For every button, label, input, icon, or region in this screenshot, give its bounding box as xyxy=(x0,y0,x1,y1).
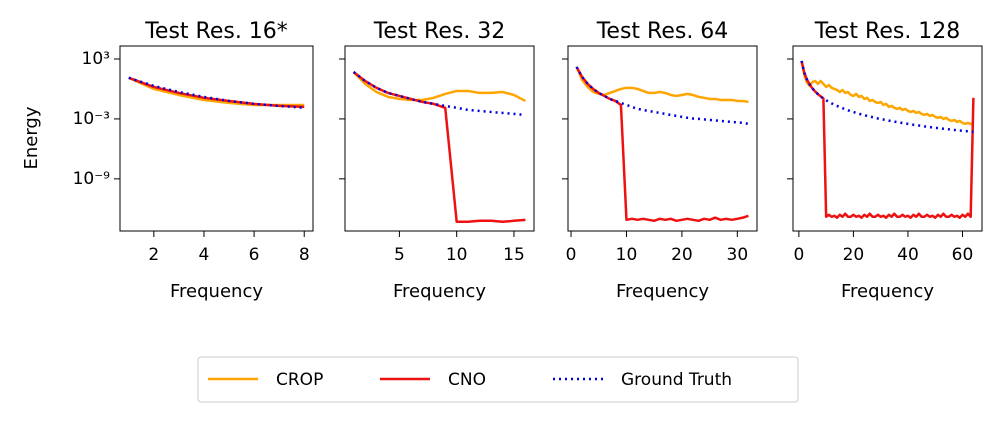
legend xyxy=(197,356,799,403)
series-line xyxy=(575,66,749,104)
series-line xyxy=(800,60,974,134)
x-tick-label: 20 xyxy=(843,245,865,265)
legend-label: Ground Truth xyxy=(621,370,732,390)
panel-title: Test Res. 128 xyxy=(814,19,961,44)
x-axis-label: Frequency xyxy=(393,281,486,302)
x-tick-label: 10 xyxy=(446,245,468,265)
plot-frame xyxy=(119,45,314,232)
x-tick-label: 40 xyxy=(897,245,919,265)
x-tick-label: 5 xyxy=(394,245,405,265)
x-tick-label: 60 xyxy=(952,245,974,265)
series-line xyxy=(575,66,749,223)
series-line xyxy=(352,71,526,103)
plot-frame xyxy=(344,45,535,232)
x-tick-label: 8 xyxy=(299,245,310,265)
plot-frame xyxy=(792,45,983,232)
series-line xyxy=(575,66,749,126)
legend-label: CROP xyxy=(276,370,323,390)
panel-title: Test Res. 64 xyxy=(596,19,729,44)
series-line xyxy=(800,60,974,127)
x-axis-label: Frequency xyxy=(841,281,934,302)
series-line xyxy=(352,71,526,224)
plot-frame xyxy=(567,45,758,232)
y-axis-label: Energy xyxy=(21,106,42,169)
x-tick-label: 20 xyxy=(671,245,693,265)
series-line xyxy=(128,76,305,107)
x-tick-label: 4 xyxy=(199,245,210,265)
y-tick-label: 10³ xyxy=(82,49,110,69)
x-tick-label: 0 xyxy=(566,245,577,265)
x-tick-label: 30 xyxy=(727,245,749,265)
x-tick-label: 0 xyxy=(793,245,804,265)
x-tick-label: 15 xyxy=(503,245,525,265)
legend-label: CNO xyxy=(448,370,486,390)
y-tick-label: 10⁻³ xyxy=(73,109,110,129)
x-axis-label: Frequency xyxy=(170,281,263,302)
series-line xyxy=(800,60,975,219)
x-tick-label: 6 xyxy=(249,245,260,265)
x-axis-label: Frequency xyxy=(616,281,709,302)
series-line xyxy=(352,71,526,117)
x-tick-label: 2 xyxy=(148,245,159,265)
panel-title: Test Res. 32 xyxy=(373,19,506,44)
panel-title: Test Res. 16* xyxy=(144,19,288,44)
x-tick-label: 10 xyxy=(616,245,638,265)
y-tick-label: 10⁻⁹ xyxy=(73,169,111,189)
series-line xyxy=(128,76,305,110)
